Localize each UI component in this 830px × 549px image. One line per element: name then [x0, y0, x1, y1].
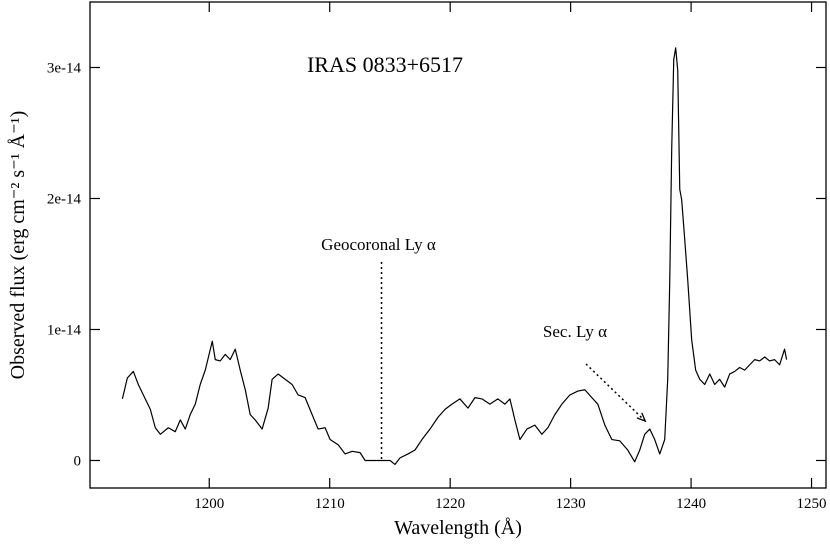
x-tick-label: 1220 — [435, 496, 465, 512]
x-tick-label: 1250 — [797, 496, 827, 512]
y-tick-label: 1e-14 — [47, 322, 82, 338]
x-axis-label: Wavelength (Å) — [394, 517, 522, 539]
x-tick-label: 1210 — [315, 496, 345, 512]
x-tick-label: 1230 — [556, 496, 586, 512]
annotation-text: Sec. Ly α — [543, 322, 607, 341]
y-axis-label: Observed flux (erg cm⁻² s⁻¹ Å⁻¹) — [7, 111, 29, 380]
y-tick-label: 0 — [74, 453, 82, 469]
y-tick-label: 2e-14 — [47, 191, 82, 207]
sec-lya-arrow — [585, 363, 646, 422]
chart-title: IRAS 0833+6517 — [307, 52, 463, 77]
y-tick-label: 3e-14 — [47, 60, 82, 76]
plot-frame — [89, 1, 827, 489]
x-tick-label: 1240 — [676, 496, 706, 512]
spectrum-line — [121, 47, 788, 466]
x-tick-label: 1200 — [194, 496, 224, 512]
arrow-head — [636, 412, 647, 423]
annotation-text: Geocoronal Ly α — [321, 235, 436, 254]
